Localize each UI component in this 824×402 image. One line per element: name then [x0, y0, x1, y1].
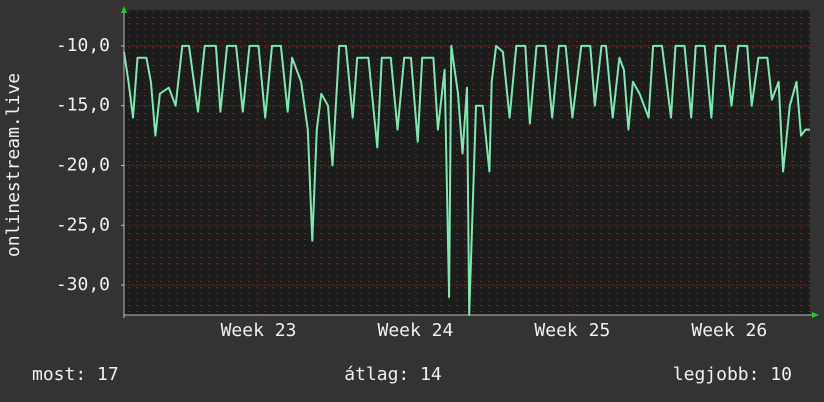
x-tick-label: Week 23: [221, 320, 297, 341]
y-tick-label: -25,0: [56, 214, 110, 235]
y-tick-label: -10,0: [56, 35, 110, 56]
footer-current: most: 17: [32, 364, 119, 385]
y-axis-label: onlinestream.live: [3, 73, 24, 257]
series: [123, 44, 810, 316]
axes: [121, 6, 819, 318]
series-line: [123, 44, 810, 316]
y-arrow: [121, 6, 127, 13]
x-tick-label: Week 24: [378, 320, 454, 341]
y-tick-label: -15,0: [56, 95, 110, 116]
x-tick-label: Week 26: [691, 320, 767, 341]
footer-average: átlag: 14: [344, 364, 442, 385]
y-tick-label: -30,0: [56, 274, 110, 295]
y-tick-label: -20,0: [56, 154, 110, 175]
x-tick-label: Week 25: [534, 320, 610, 341]
footer-best: legjobb: 10: [673, 364, 792, 385]
x-arrow: [812, 312, 819, 318]
